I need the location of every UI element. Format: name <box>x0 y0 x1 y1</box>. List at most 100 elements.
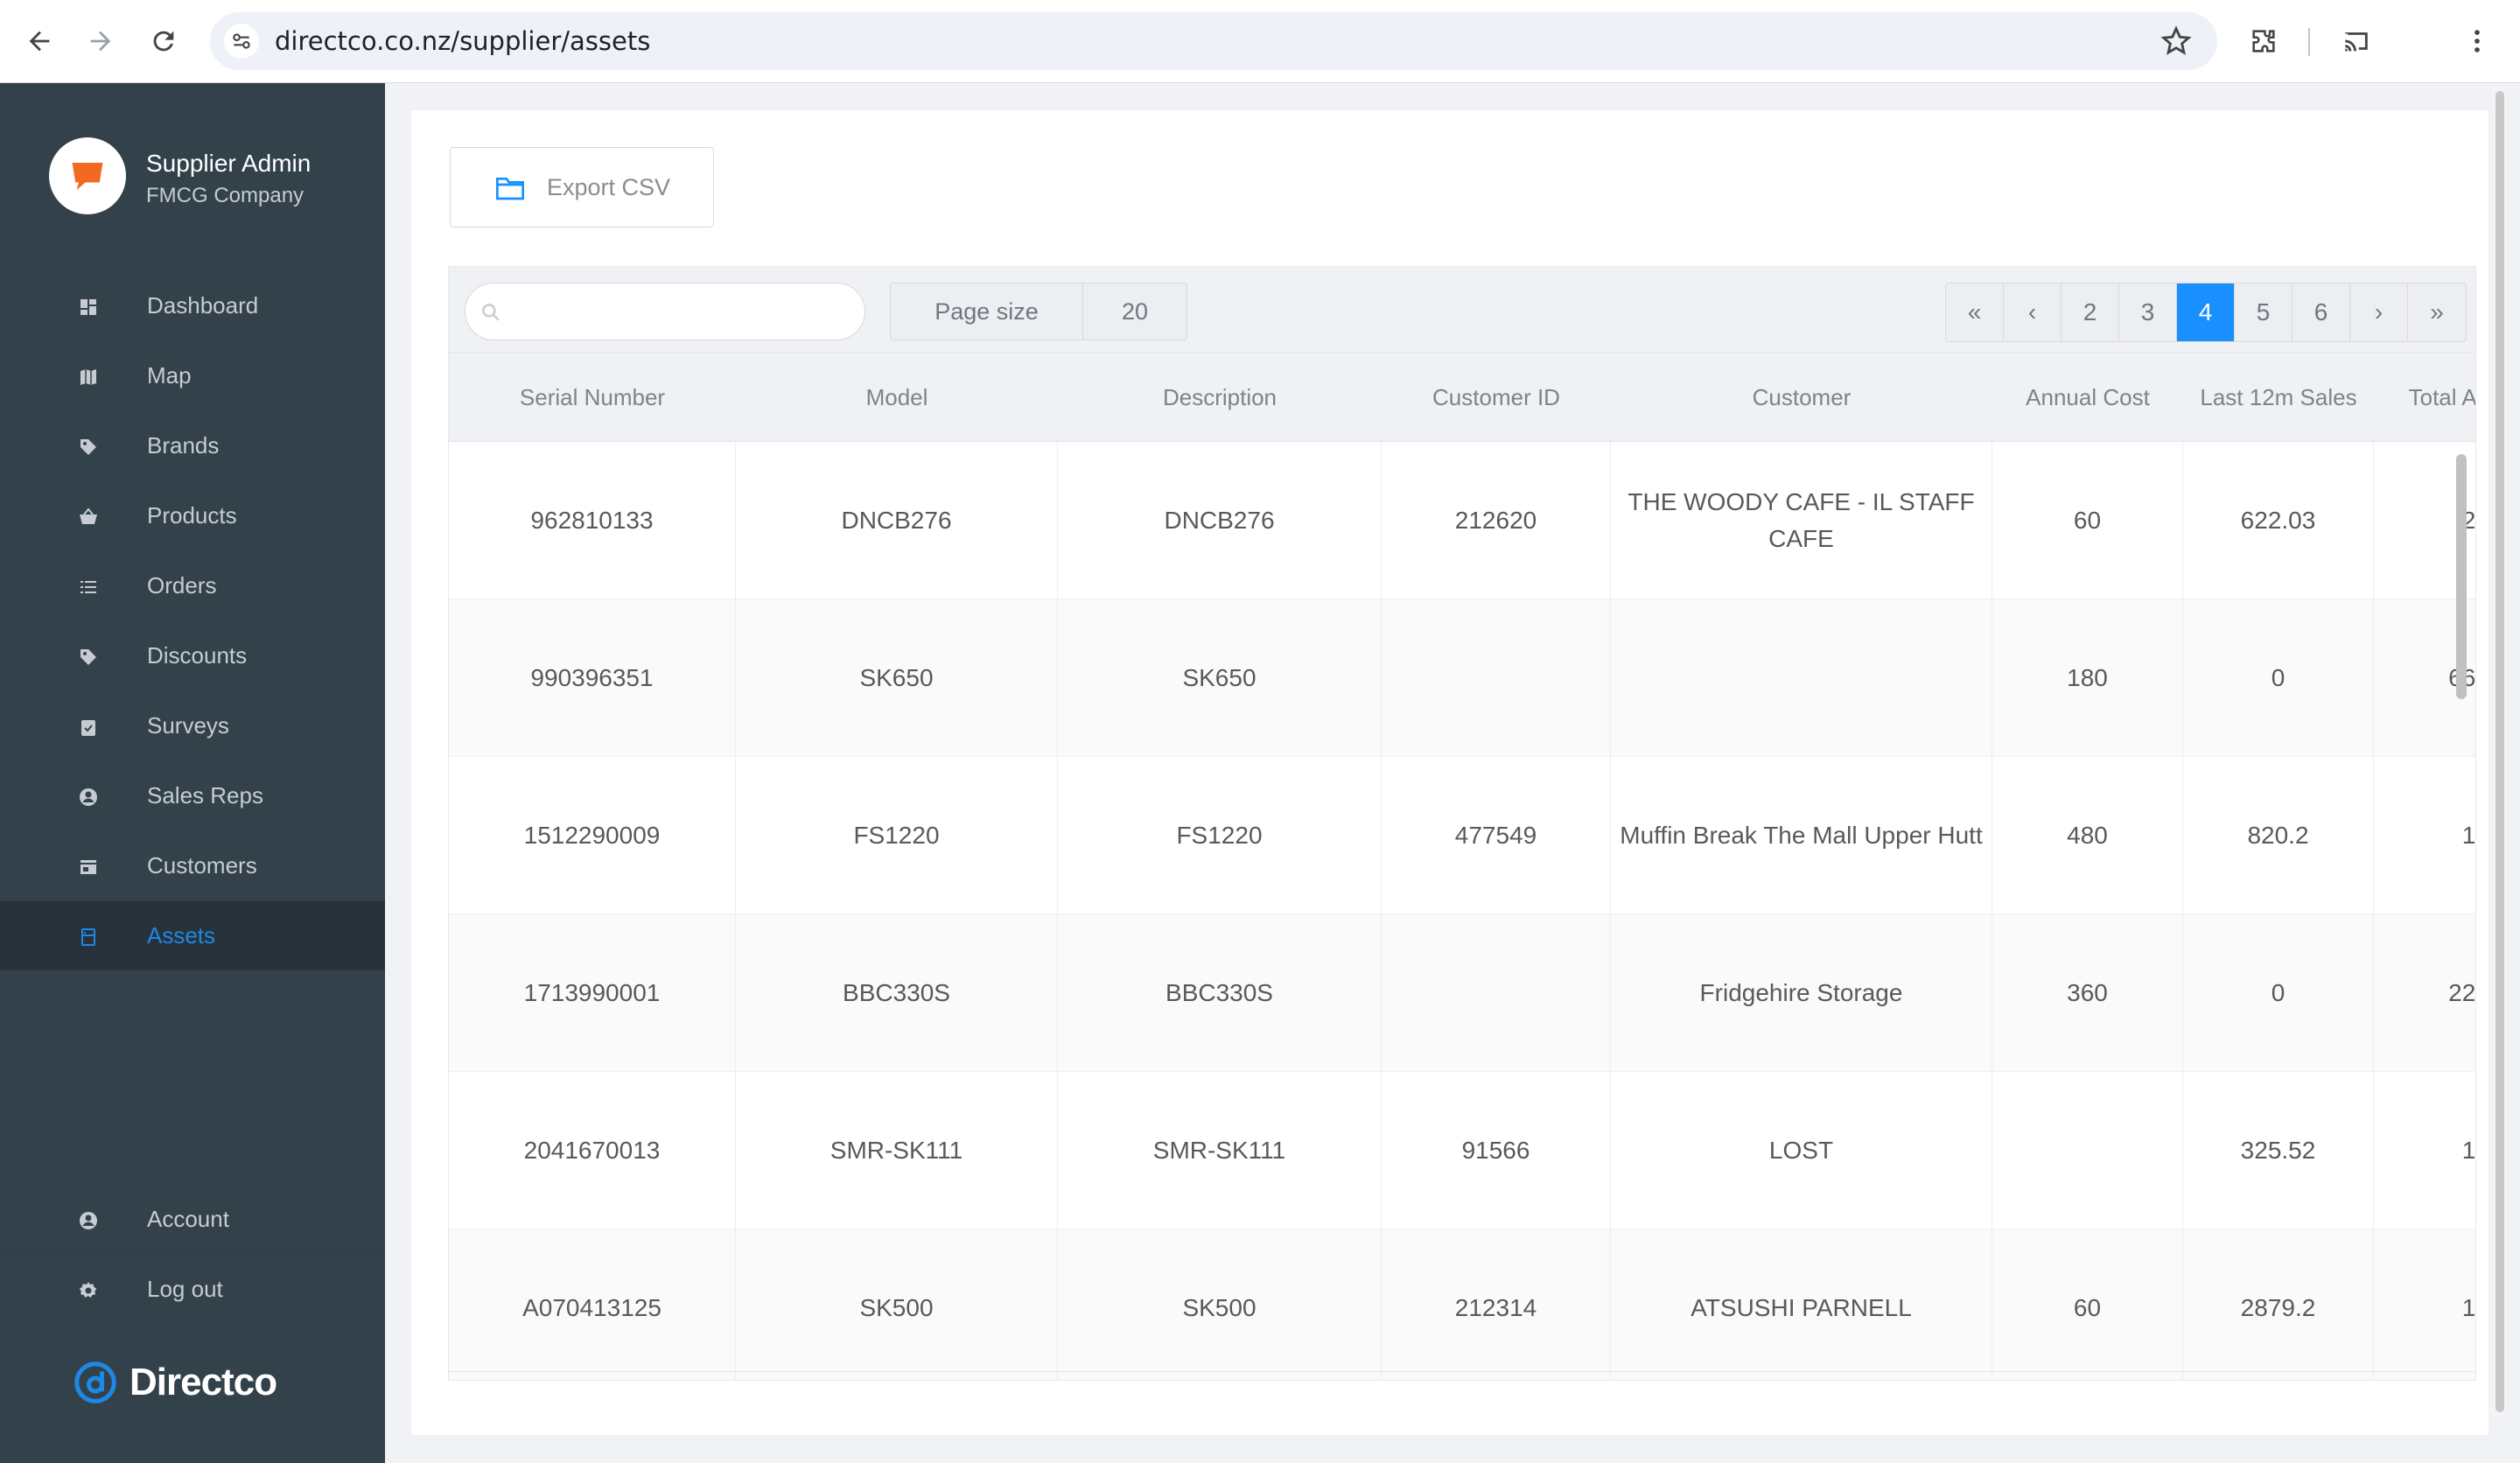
cell-customer-id: 212314 <box>1382 1229 1611 1380</box>
search-icon <box>481 303 500 321</box>
sidebar-item-label: Dashboard <box>147 292 259 318</box>
table-horizontal-scrollbar[interactable] <box>449 1371 2475 1380</box>
cell-serial-number: 1713990001 <box>449 914 736 1072</box>
back-arrow-icon <box>29 31 50 52</box>
sidebar-item-label: Discounts <box>147 642 248 668</box>
page-button[interactable]: 2 <box>2062 284 2119 341</box>
sidebar-item-account[interactable]: Account <box>0 1184 385 1254</box>
toolbar-divider <box>2308 28 2310 56</box>
directco-logo-icon <box>74 1362 116 1404</box>
speech-bubble-logo-icon <box>72 163 103 191</box>
store-icon <box>77 856 100 878</box>
page-button[interactable]: 3 <box>2119 284 2177 341</box>
sidebar-item-dashboard[interactable]: Dashboard <box>0 270 385 340</box>
column-header-serial-number[interactable]: Serial Number <box>519 384 666 410</box>
site-settings-icon[interactable] <box>224 24 259 59</box>
dashboard-icon <box>77 296 100 318</box>
column-header-description[interactable]: Description <box>1162 384 1278 410</box>
page-size-select[interactable]: Page size 20 <box>890 283 1187 340</box>
cell-customer-id <box>1382 914 1611 1072</box>
back-button[interactable] <box>18 19 61 63</box>
reload-button[interactable] <box>142 19 186 63</box>
sidebar-item-customers[interactable]: Customers <box>0 830 385 900</box>
sidebar-item-assets[interactable]: Assets <box>0 900 385 970</box>
basket-icon <box>77 506 100 528</box>
sidebar-item-label: Sales Reps <box>147 782 263 808</box>
sidebar-item-map[interactable]: Map <box>0 340 385 410</box>
table-row[interactable]: A070413125 SK500 SK500 212314 ATSUSHI PARNEL… <box>449 1229 2475 1380</box>
url-text: directco.co.nz/supplier/assets <box>275 26 651 56</box>
cell-annual-cost <box>1992 1072 2183 1229</box>
assets-table: Page size 20 «‹ 2 3 4 5 6 › » Serial Number Mode… <box>448 266 2476 1381</box>
table-row[interactable]: 1512290009 FS1220 FS1220 477549 Muffin Break… <box>449 757 2475 914</box>
sidebar-item-products[interactable]: Products <box>0 480 385 550</box>
cell-last-12m-sales: 2879.2 <box>2183 1229 2374 1380</box>
gear-icon <box>77 1279 100 1302</box>
search-input[interactable] <box>465 283 865 340</box>
table-row[interactable]: 962810133 DNCB276 DNCB276 212620 THE WOODY C… <box>449 442 2475 599</box>
cell-description: SK500 <box>1058 1229 1382 1380</box>
sidebar-item-surveys[interactable]: Surveys <box>0 690 385 760</box>
sidebar-item-brands[interactable]: Brands <box>0 410 385 480</box>
forward-button[interactable] <box>79 19 122 63</box>
forward-arrow-icon <box>90 31 111 52</box>
sidebar-item-logout[interactable]: Log out <box>0 1254 385 1324</box>
table-row[interactable]: 990396351SK650SK65018006640 <box>449 599 2475 757</box>
column-header-total-assets[interactable]: Total Assets <box>2408 384 2476 410</box>
cell-customer-id: 212620 <box>1382 442 1611 599</box>
cell-serial-number: 990396351 <box>449 599 736 757</box>
browser-menu-button[interactable] <box>2455 19 2499 63</box>
sidebar-title: Supplier Admin <box>146 150 312 177</box>
table-toolbar: Page size 20 «‹ 2 3 4 5 6 › » <box>449 267 2475 353</box>
cast-button[interactable] <box>2334 19 2378 63</box>
column-header-annual-cost[interactable]: Annual Cost <box>2026 384 2150 410</box>
cell-last-12m-sales: 0 <box>2183 914 2374 1072</box>
bookmark-star-icon[interactable] <box>2160 24 2193 58</box>
sidebar-item-label: Account <box>147 1206 229 1232</box>
sidebar-item-label: Products <box>147 502 237 528</box>
folder-icon <box>496 178 524 200</box>
page-button[interactable]: » <box>2430 298 2444 326</box>
cell-description: BBC330S <box>1058 914 1382 1072</box>
extensions-button[interactable] <box>2242 19 2286 63</box>
address-bar[interactable]: directco.co.nz/supplier/assets <box>210 12 2217 70</box>
table-vertical-scrollbar[interactable] <box>2456 454 2467 699</box>
sidebar-item-label: Surveys <box>147 712 229 738</box>
cell-customer: Muffin Break The Mall Upper Hutt <box>1611 757 1992 914</box>
cell-last-12m-sales: 325.52 <box>2183 1072 2374 1229</box>
table-row[interactable]: 2041670013 SMR-SK111 SMR-SK111 91566 LOST 325… <box>449 1072 2475 1229</box>
user-circle-icon <box>77 1209 100 1232</box>
export-csv-button[interactable]: Export CSV <box>450 147 714 228</box>
page-scrollbar[interactable] <box>2492 88 2506 1418</box>
cast-icon <box>2345 32 2368 52</box>
cell-serial-number: 962810133 <box>449 442 736 599</box>
cell-customer-id: 477549 <box>1382 757 1611 914</box>
directco-brand-logo: Directco <box>74 1361 277 1404</box>
page-scrollbar-thumb[interactable] <box>2496 91 2504 1412</box>
cell-model: SMR-SK111 <box>736 1072 1058 1229</box>
sidebar-item-sales-reps[interactable]: Sales Reps <box>0 760 385 830</box>
cell-total-assets: 222 <box>2374 914 2475 1072</box>
page-size-value[interactable]: 20 <box>1121 298 1149 325</box>
cell-total-assets: 1 <box>2374 757 2475 914</box>
cell-model: DNCB276 <box>736 442 1058 599</box>
column-header-customer[interactable]: Customer <box>1752 384 1852 410</box>
page-button[interactable]: 5 <box>2235 284 2292 341</box>
column-header-model[interactable]: Model <box>865 384 928 410</box>
tag-icon <box>77 436 100 458</box>
browser-toolbar: directco.co.nz/supplier/assets <box>0 0 2520 83</box>
sidebar-item-label: Map <box>147 362 192 388</box>
page-button[interactable]: « <box>1946 284 2004 341</box>
page-button[interactable]: 6 <box>2292 284 2350 341</box>
sidebar-item-orders[interactable]: Orders <box>0 550 385 620</box>
page-button[interactable]: 4 <box>2177 284 2235 341</box>
column-header-last-12m-sales[interactable]: Last 12m Sales <box>2200 384 2357 410</box>
page-button[interactable]: › <box>2350 284 2408 341</box>
table-row[interactable]: 1713990001 BBC330S BBC330S Fridgehire Stora… <box>449 914 2475 1072</box>
cell-serial-number: A070413125 <box>449 1229 736 1380</box>
page-button[interactable]: ‹ <box>2004 284 2062 341</box>
cell-annual-cost: 60 <box>1992 1229 2183 1380</box>
sidebar-item-discounts[interactable]: Discounts <box>0 620 385 690</box>
column-header-customer-id[interactable]: Customer ID <box>1432 384 1560 410</box>
sidebar-item-label: Assets <box>147 922 216 948</box>
